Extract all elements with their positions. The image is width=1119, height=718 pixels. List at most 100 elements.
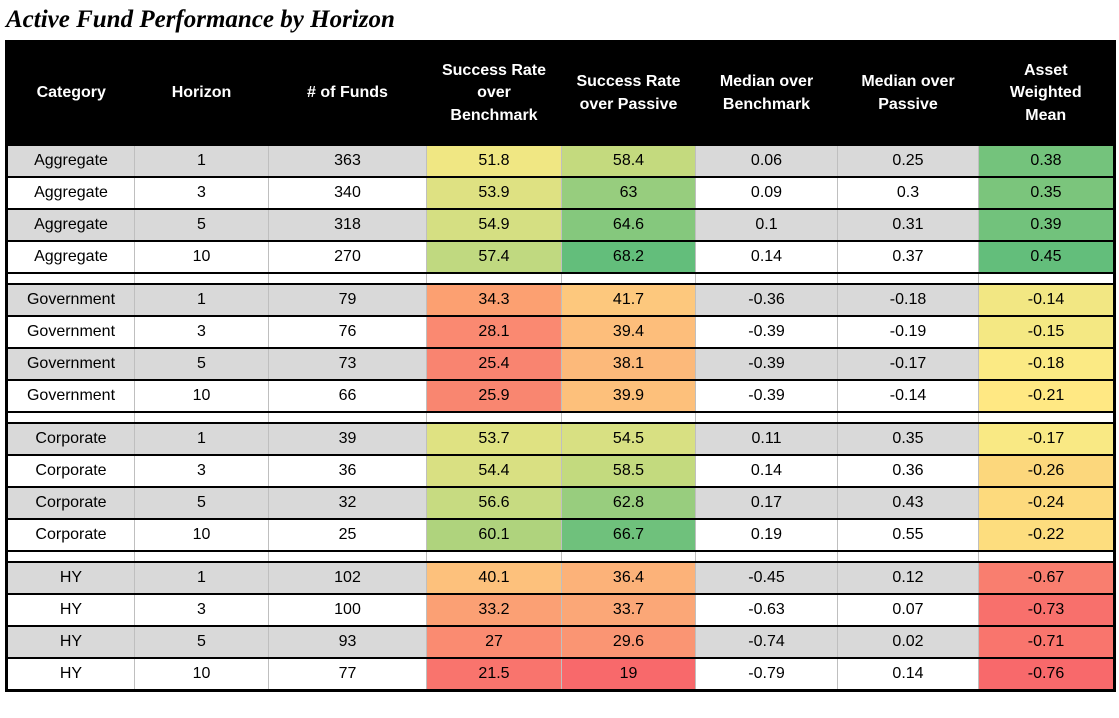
table-row: Government 10 66 25.9 39.9 -0.39 -0.14 -0.21 [6,379,1115,413]
category-cell: HY [6,561,135,595]
category-cell: Government [6,379,135,413]
separator-cell [978,272,1115,285]
sr_benchmark-cell: 25.4 [426,347,562,381]
funds-cell: 32 [268,486,427,520]
asset_weighted_mean-cell: -0.71 [978,625,1115,659]
median_benchmark-cell: 0.14 [695,240,838,274]
table-row: Corporate 10 25 60.1 66.7 0.19 0.55 -0.22 [6,518,1115,552]
separator-cell [837,550,979,563]
median_benchmark-cell: -0.39 [695,315,838,349]
group-separator-row [6,550,1115,563]
column-header: Success Rate over Benchmark [426,41,562,146]
median_passive-cell: 0.02 [837,625,979,659]
separator-cell [134,550,269,563]
separator-cell [426,411,562,424]
column-header: Asset Weighted Mean [978,41,1115,146]
separator-cell [134,272,269,285]
table-row: Corporate 1 39 53.7 54.5 0.11 0.35 -0.17 [6,422,1115,456]
funds-cell: 25 [268,518,427,552]
column-header: # of Funds [268,41,427,146]
separator-cell [561,411,696,424]
median_passive-cell: 0.55 [837,518,979,552]
horizon-cell: 1 [134,561,269,595]
sr_benchmark-cell: 54.9 [426,208,562,242]
separator-cell [978,411,1115,424]
sr_benchmark-cell: 27 [426,625,562,659]
horizon-cell: 10 [134,657,269,692]
separator-cell [695,411,838,424]
sr_benchmark-cell: 34.3 [426,283,562,317]
category-cell: Aggregate [6,144,135,178]
sr_passive-cell: 62.8 [561,486,696,520]
separator-cell [978,550,1115,563]
median_passive-cell: 0.07 [837,593,979,627]
funds-cell: 36 [268,454,427,488]
asset_weighted_mean-cell: 0.38 [978,144,1115,178]
separator-cell [837,411,979,424]
funds-cell: 318 [268,208,427,242]
median_passive-cell: 0.35 [837,422,979,456]
median_passive-cell: -0.18 [837,283,979,317]
asset_weighted_mean-cell: -0.73 [978,593,1115,627]
median_benchmark-cell: -0.39 [695,379,838,413]
funds-cell: 93 [268,625,427,659]
sr_passive-cell: 29.6 [561,625,696,659]
funds-cell: 340 [268,176,427,210]
funds-cell: 363 [268,144,427,178]
column-header: Success Rate over Passive [561,41,696,146]
category-cell: Corporate [6,454,135,488]
sr_benchmark-cell: 53.9 [426,176,562,210]
sr_passive-cell: 68.2 [561,240,696,274]
horizon-cell: 5 [134,208,269,242]
sr_passive-cell: 54.5 [561,422,696,456]
table-row: HY 10 77 21.5 19 -0.79 0.14 -0.76 [6,657,1115,692]
funds-cell: 76 [268,315,427,349]
median_benchmark-cell: 0.1 [695,208,838,242]
sr_passive-cell: 39.4 [561,315,696,349]
sr_passive-cell: 41.7 [561,283,696,317]
median_passive-cell: 0.31 [837,208,979,242]
separator-cell [134,411,269,424]
sr_passive-cell: 63 [561,176,696,210]
median_passive-cell: 0.36 [837,454,979,488]
median_benchmark-cell: 0.09 [695,176,838,210]
sr_passive-cell: 39.9 [561,379,696,413]
table-row: Aggregate 1 363 51.8 58.4 0.06 0.25 0.38 [6,144,1115,178]
sr_benchmark-cell: 54.4 [426,454,562,488]
median_benchmark-cell: -0.79 [695,657,838,692]
horizon-cell: 3 [134,315,269,349]
table-header: Category Horizon # of Funds Success Rate ov… [6,41,1115,146]
column-header: Median over Passive [837,41,979,146]
table-row: Corporate 3 36 54.4 58.5 0.14 0.36 -0.26 [6,454,1115,488]
separator-cell [426,272,562,285]
page-title: Active Fund Performance by Horizon [6,6,395,33]
sr_passive-cell: 38.1 [561,347,696,381]
asset_weighted_mean-cell: -0.22 [978,518,1115,552]
group-separator-row [6,411,1115,424]
sr_benchmark-cell: 28.1 [426,315,562,349]
separator-cell [426,550,562,563]
separator-cell [561,550,696,563]
sr_passive-cell: 66.7 [561,518,696,552]
separator-cell [6,272,135,285]
sr_benchmark-cell: 57.4 [426,240,562,274]
median_passive-cell: 0.43 [837,486,979,520]
horizon-cell: 3 [134,176,269,210]
category-cell: Aggregate [6,176,135,210]
separator-cell [268,411,427,424]
median_benchmark-cell: 0.11 [695,422,838,456]
category-cell: Aggregate [6,240,135,274]
table-row: Corporate 5 32 56.6 62.8 0.17 0.43 -0.24 [6,486,1115,520]
median_benchmark-cell: 0.14 [695,454,838,488]
horizon-cell: 3 [134,593,269,627]
sr_benchmark-cell: 53.7 [426,422,562,456]
funds-cell: 73 [268,347,427,381]
table-body: Aggregate 1 363 51.8 58.4 0.06 0.25 0.38 Aggrega… [6,144,1115,692]
median_benchmark-cell: -0.45 [695,561,838,595]
column-header: Horizon [134,41,269,146]
horizon-cell: 5 [134,625,269,659]
separator-cell [695,550,838,563]
sr_passive-cell: 58.4 [561,144,696,178]
median_passive-cell: 0.25 [837,144,979,178]
table-row: HY 1 102 40.1 36.4 -0.45 0.12 -0.67 [6,561,1115,595]
